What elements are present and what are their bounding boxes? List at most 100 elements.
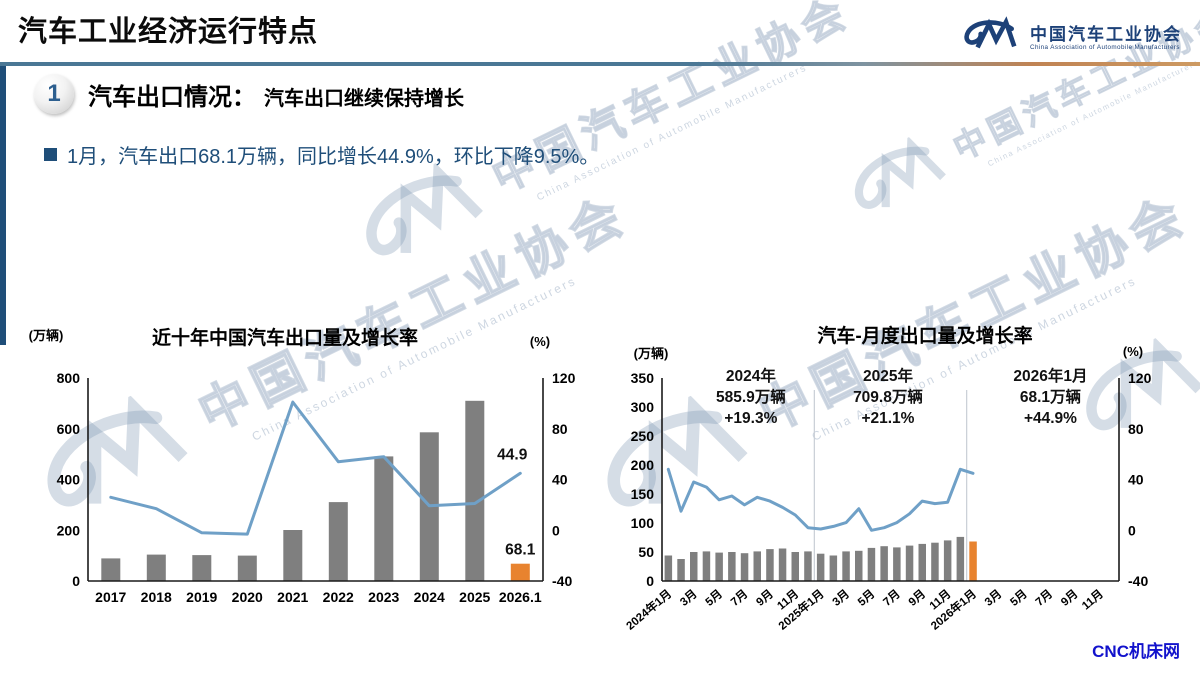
bar [702,551,711,581]
chart-text: 200 [631,457,655,473]
chart-text: 7月 [1033,587,1055,608]
chart-text: +21.1% [861,410,914,427]
cm-glyph [854,135,946,209]
bar [931,542,939,581]
chart-text: 2024年1月 [623,587,674,633]
chart-text: 200 [57,522,81,538]
chart-text: +44.9% [1024,410,1077,427]
chart-text: 5月 [703,587,725,608]
bar [816,553,825,581]
bar [766,549,774,581]
chart-text: 709.8万辆 [853,387,923,406]
bar [283,530,303,581]
bar [969,541,977,581]
bar [328,502,348,581]
chart-text: (%) [530,334,550,349]
chart-text: 80 [1128,421,1144,437]
bullet-item: 1月，汽车出口68.1万辆，同比增长44.9%，环比下降9.5%。 [44,140,599,169]
bar [791,552,799,581]
chart-text: 3月 [830,587,852,608]
chart-text: 68.1万辆 [1020,387,1082,406]
chart-text: 2017 [95,589,126,605]
footer-credit: CNC机床网 [1092,642,1180,661]
chart-text: 600 [57,421,81,437]
bar [905,545,914,581]
bar [842,551,850,581]
caam-watermark-logo-icon [835,125,964,235]
bar [510,563,530,581]
bar [943,540,952,581]
chart-text: 0 [72,573,80,589]
page-title: 汽车工业经济运行特点 [18,16,319,48]
section-heading: 1 汽车出口情况： 汽车出口继续保持增长 [34,74,464,114]
chart-text: 68.1 [505,542,536,559]
chart-text: (万辆) [29,328,64,343]
bar [146,554,166,581]
chart-text: 9月 [1058,587,1080,608]
chart-text: 9月 [906,587,928,608]
bar [715,552,723,581]
bars [101,400,530,581]
chart-text: 3月 [678,587,700,608]
chart-text: 40 [1128,472,1144,488]
chart-text: 2026.1 [499,589,542,605]
bar [855,550,863,581]
bar [867,547,876,581]
chart-text: 2024 [414,589,445,605]
growth-line [109,400,522,536]
chart-text: -40 [552,573,572,589]
bar [690,552,698,581]
bar [804,551,812,581]
cm-glyph [964,16,1017,49]
bar [893,547,901,581]
bar [918,543,926,581]
chart-text: -40 [1128,573,1148,589]
bar [192,555,212,581]
chart-text: 800 [57,370,81,386]
bar [728,552,736,581]
chart-text: 5月 [1008,587,1030,608]
chart-text: 2024年 [726,366,776,385]
chart-text: 44.9 [497,446,528,463]
chart-text: 11月 [1079,587,1105,612]
section-number-badge: 1 [34,74,74,114]
chart-text: 40 [552,472,568,488]
bar [740,553,749,581]
chart-text: 3月 [982,587,1004,608]
caam-logo-name: 中国汽车工业协会 [1030,25,1182,45]
bar [956,536,965,581]
chart-text: (%) [1123,344,1143,359]
chart-text: 50 [638,544,654,560]
bar [778,548,787,581]
chart-text: 300 [631,399,655,415]
chart-text: 0 [646,573,654,589]
bar [465,400,485,581]
chart-text: 2021 [277,589,308,605]
annual-export-chart: 近十年中国汽车出口量及增长率 (万辆) (%) 0 200 400 600 800 -40 0 40… [29,326,575,605]
chart-text: 2019 [186,589,217,605]
chart-text: 汽车-月度出口量及增长率 [817,324,1032,347]
header-divider [0,62,1200,66]
chart-text: 250 [631,428,655,444]
chart-text: (万辆) [634,346,669,361]
chart-text: 2018 [141,589,172,605]
bullet-square-icon [44,148,57,161]
bar [101,558,121,581]
bar [374,456,394,581]
chart-text: 7月 [728,587,750,608]
watermark-text: 中国汽车工业协会 [484,0,858,202]
chart-text: 120 [552,370,575,386]
caam-watermark-logo-icon [340,148,505,289]
chart-text: 80 [552,421,568,437]
caam-logo: 中国汽车工业协会 China Association of Automobile… [960,16,1182,61]
chart-text: 0 [1128,522,1136,538]
chart-text: 7月 [881,587,903,608]
chart-text: 2022 [323,589,354,605]
chart-text: 100 [631,515,655,531]
caam-logo-icon [960,16,1022,61]
bar [753,551,761,581]
chart-text: 9月 [754,587,776,608]
chart-text: 350 [631,370,655,386]
chart-text: 2025 [459,589,490,605]
